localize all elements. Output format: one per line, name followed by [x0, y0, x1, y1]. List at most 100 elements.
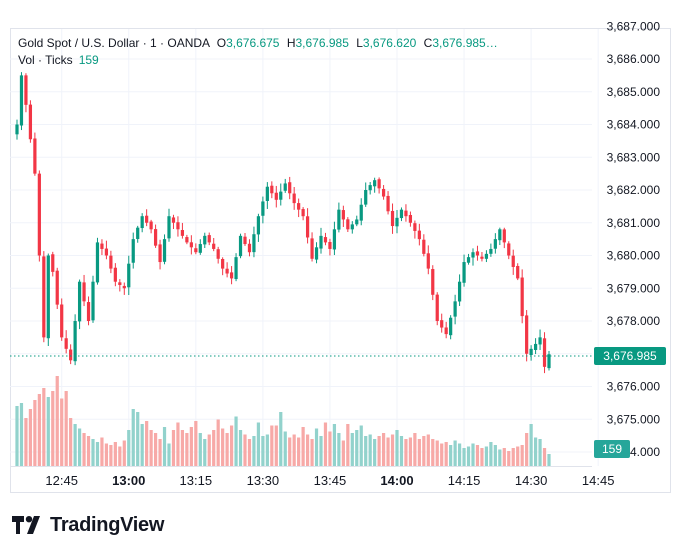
volume-bar [466, 446, 471, 466]
candle-body [24, 75, 28, 105]
candle-body [109, 255, 113, 269]
candle-body [234, 257, 238, 280]
candle-body [547, 354, 551, 369]
volume-bar [350, 433, 354, 466]
candle-body [489, 248, 493, 254]
candle-body [283, 183, 287, 191]
volume-bar [113, 442, 117, 466]
candle-body [46, 255, 50, 339]
volume-bar [507, 451, 511, 466]
candle-body [355, 219, 359, 225]
volume-bar [502, 448, 506, 466]
volume-bar [252, 436, 256, 466]
volume-bar [185, 433, 189, 466]
price-tick-label: 3,678.000 [607, 314, 661, 328]
price-tick-label: 3,682.000 [607, 183, 661, 197]
time-tick-label: 14:30 [515, 473, 548, 488]
volume-bar [212, 430, 216, 466]
volume-bar [149, 430, 153, 466]
volume-bar [493, 445, 497, 466]
volume-bar [55, 376, 59, 466]
candle-body [435, 294, 439, 321]
volume-bar [15, 406, 19, 466]
candle-body [42, 256, 46, 338]
candle-body [466, 257, 471, 263]
candle-body [189, 242, 193, 248]
time-axis[interactable]: 12:45 13:00 13:15 13:30 13:45 14:00 14:15 14:30… [45, 473, 614, 488]
candle-body [292, 193, 296, 204]
volume-bar [413, 433, 417, 466]
volume-bar [189, 427, 193, 466]
candle-body [493, 239, 497, 249]
open-value: 3,676.675 [226, 36, 280, 50]
volume-bar [19, 403, 24, 466]
volume-bar [449, 445, 453, 466]
candle-body [64, 338, 68, 349]
volume-bar [229, 425, 234, 466]
tradingview-logo[interactable]: TradingView [12, 512, 164, 538]
candle-body [28, 104, 33, 140]
candle-body [149, 221, 153, 230]
candle-body [377, 179, 381, 189]
grid-lines [10, 29, 599, 466]
price-tick-label: 3,681.000 [607, 216, 661, 230]
volume-bar [265, 434, 269, 466]
volume-bar [516, 446, 520, 466]
candle-body [533, 343, 538, 350]
candle-body [194, 248, 198, 253]
candle-body [118, 282, 122, 285]
volume-bar [145, 421, 149, 466]
candle-body [73, 321, 77, 362]
volume-bar [297, 437, 301, 466]
volume-bar [198, 433, 202, 466]
volume-bar [373, 439, 377, 466]
candle-body [238, 235, 243, 257]
last-volume-tag: 159 [594, 440, 630, 458]
candle-body [225, 268, 229, 274]
symbol-legend: Gold Spot / U.S. Dollar · 1 · OANDA O3,6… [18, 35, 498, 52]
candle-body [346, 219, 350, 230]
volume-bar [529, 424, 533, 466]
volume-bar [381, 433, 386, 466]
volume-bar [417, 439, 421, 466]
volume-bar [104, 443, 109, 466]
volume-bar [444, 442, 448, 466]
volume-bar [408, 437, 413, 466]
volume-bar [390, 434, 395, 466]
candle-body [457, 281, 462, 302]
candle-body [413, 223, 417, 231]
volume-bar [42, 388, 46, 466]
volume-bar [238, 430, 243, 466]
candle-body [55, 270, 59, 305]
volume-bar [533, 437, 538, 466]
volume-bar [37, 394, 41, 466]
price-tick-label: 3,680.000 [607, 249, 661, 263]
volume-bar [216, 419, 220, 466]
volume-bar [542, 448, 547, 466]
volume-bar [203, 439, 207, 466]
candle-body [417, 230, 421, 240]
volume-bar [359, 425, 363, 466]
candle-body [319, 235, 323, 249]
volume-bar [422, 436, 426, 466]
volume-bar [167, 443, 171, 466]
time-tick-label: 13:15 [180, 473, 213, 488]
candle-body [328, 241, 332, 249]
volume-bar [95, 442, 100, 466]
candle-body [516, 265, 520, 279]
close-label: C [423, 36, 433, 50]
symbol-title[interactable]: Gold Spot / U.S. Dollar · 1 · OANDA [18, 36, 210, 50]
volume-bar [440, 443, 444, 466]
candle-body [198, 244, 202, 253]
candle-body [216, 249, 220, 259]
candle-body [453, 301, 457, 317]
candle-body [158, 244, 162, 263]
open-label: O [216, 36, 227, 50]
candle-body [274, 192, 278, 200]
volume-label[interactable]: Vol · Ticks [18, 53, 73, 67]
volume-bar [122, 440, 126, 466]
volume-bar [127, 430, 131, 466]
candle-body [86, 302, 91, 321]
